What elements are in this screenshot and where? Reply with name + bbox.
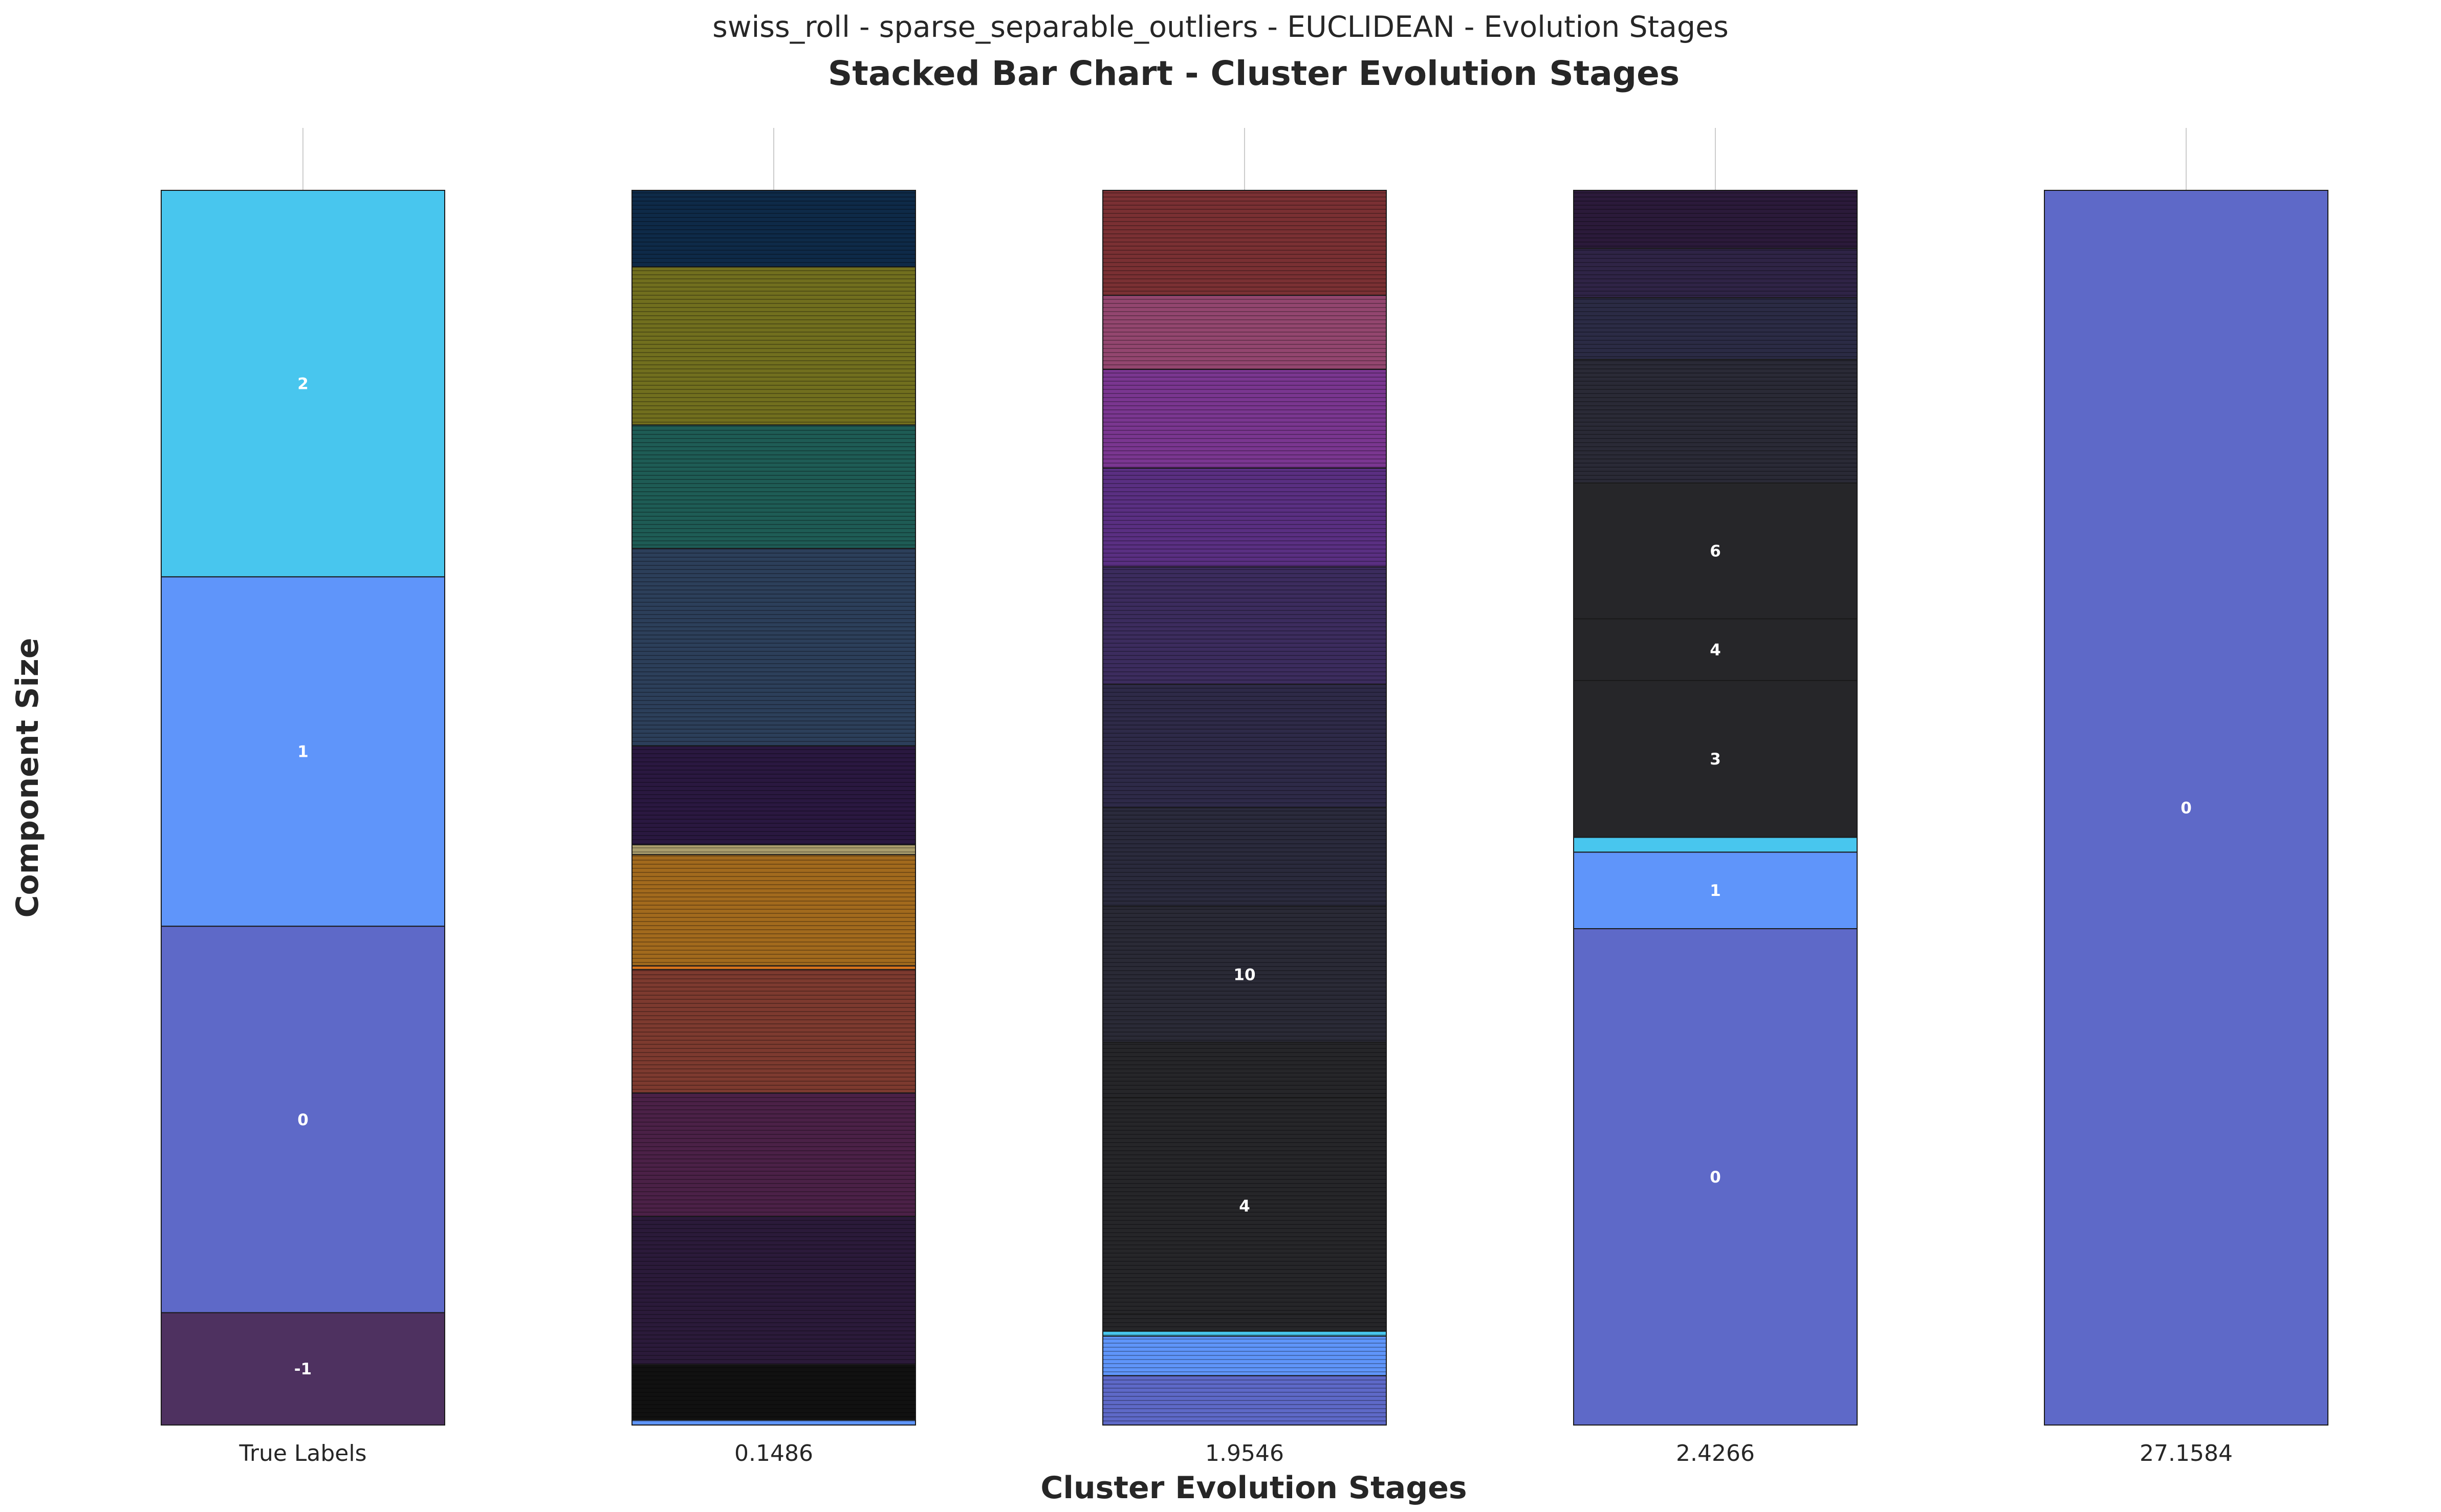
bar-segment — [161, 926, 445, 1313]
bar-segment-texture — [632, 1216, 916, 1365]
x-tick-label: 1.9546 — [1205, 1440, 1284, 1466]
segment-label: 2 — [297, 375, 309, 393]
bar-segment-texture — [1574, 190, 1857, 249]
bar-segment-texture — [1574, 297, 1857, 360]
bar-segment-texture — [1103, 1375, 1386, 1425]
bar-segment-texture — [632, 1092, 916, 1217]
bar-segment-texture — [1103, 1098, 1386, 1314]
chart-title: Stacked Bar Chart - Cluster Evolution St… — [828, 54, 1680, 93]
bar-segment-texture — [632, 1420, 916, 1425]
stacked-bar — [1573, 190, 1858, 1426]
bar-segment-texture — [632, 425, 916, 549]
segment-label: 1 — [297, 743, 309, 761]
bar-segment-texture — [1103, 1331, 1386, 1336]
bar-segment-texture — [632, 966, 916, 970]
segment-label: 0 — [1710, 1168, 1721, 1187]
segment-label: -1 — [294, 1360, 312, 1378]
bar-segment-texture — [1574, 359, 1857, 483]
bar-segment-texture — [632, 844, 916, 855]
bar-segment-texture — [1103, 807, 1386, 907]
segment-label: 4 — [1710, 641, 1721, 660]
bar-segment-texture — [1103, 369, 1386, 468]
stacked-bar — [2044, 190, 2328, 1426]
bar-segment — [1573, 928, 1858, 1426]
bar-segment-texture — [1103, 295, 1386, 369]
x-tick-label: 2.4266 — [1676, 1440, 1755, 1466]
bar-segment — [161, 576, 445, 927]
bar-segment-texture — [632, 969, 916, 1093]
segment-labels: -1 0 1 2 4 10 0 1 3 4 6 0 — [294, 375, 2192, 1379]
bar-segment-texture — [1103, 1042, 1386, 1098]
bar-segment-texture — [1574, 248, 1857, 298]
segment-label: 4 — [1239, 1197, 1250, 1216]
bar-segment-texture — [1103, 566, 1386, 685]
bar-segment — [1573, 482, 1858, 620]
bar-segment-texture — [1103, 468, 1386, 567]
bar-segment — [161, 190, 445, 578]
segment-label: 0 — [297, 1111, 309, 1129]
segment-label: 0 — [2181, 799, 2192, 818]
bar-segment-texture — [1103, 684, 1386, 808]
bar-segment — [2044, 190, 2328, 1426]
bar-segment-texture — [632, 746, 916, 845]
bar-segment-texture — [1103, 906, 1386, 1042]
bar-segment-texture — [632, 548, 916, 746]
stacked-bar — [161, 190, 445, 1426]
chart-suptitle: swiss_roll - sparse_separable_outliers -… — [712, 10, 1729, 44]
x-tick-label: True Labels — [238, 1440, 366, 1466]
bar-segment — [161, 1312, 445, 1426]
bar-segment-texture — [1103, 1313, 1386, 1331]
bar-segment-texture — [632, 267, 916, 425]
segment-label: 1 — [1710, 882, 1721, 900]
bars — [161, 190, 2328, 1426]
bar-segment — [1573, 618, 1858, 681]
x-axis-label: Cluster Evolution Stages — [1040, 1470, 1467, 1506]
segment-label: 10 — [1233, 966, 1255, 984]
bar-segment-texture — [1103, 1336, 1386, 1376]
bar-segment-texture — [1103, 190, 1386, 296]
segment-label: 6 — [1710, 542, 1721, 561]
bar-segment-texture — [632, 190, 916, 267]
y-axis-label: Component Size — [10, 638, 46, 917]
x-tick-label: 27.1584 — [2140, 1440, 2233, 1466]
x-tick-labels: True Labels 0.1486 1.9546 2.4266 27.1584 — [238, 1440, 2233, 1466]
stacked-bar — [631, 190, 916, 1426]
bar-segment-texture — [632, 1364, 916, 1420]
segment-label: 3 — [1710, 750, 1721, 769]
stacked-bar — [1102, 190, 1387, 1426]
bar-segment — [1573, 837, 1858, 853]
bar-segment — [1573, 851, 1858, 929]
x-tick-label: 0.1486 — [734, 1440, 813, 1466]
bar-segment-texture — [632, 854, 916, 966]
